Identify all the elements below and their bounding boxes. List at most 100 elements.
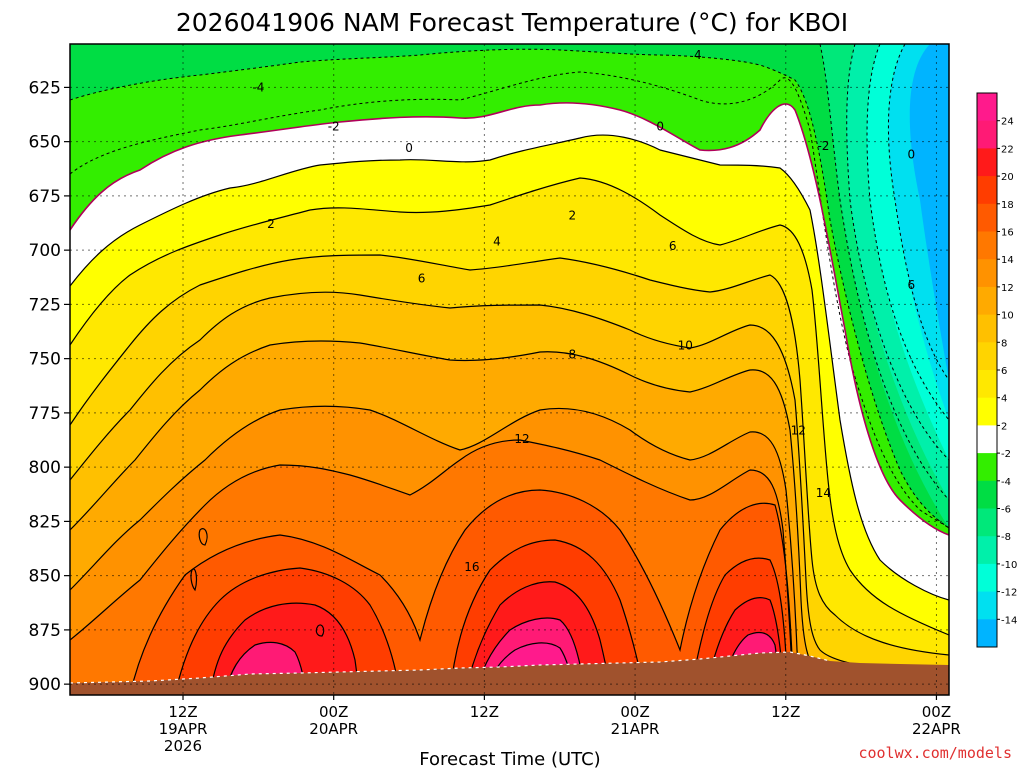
y-tick-label: 850 xyxy=(29,567,61,587)
colorbar-label: -4 xyxy=(1001,477,1011,488)
colorbar-label: 14 xyxy=(1001,255,1014,266)
colorbar-swatch xyxy=(977,231,997,260)
contour-14 xyxy=(70,439,807,695)
x-tick-label: 12Z xyxy=(771,703,800,721)
contour-20 xyxy=(209,581,785,695)
x-axis-label: Forecast Time (UTC) xyxy=(419,749,600,768)
contour-label: 2 xyxy=(267,217,275,231)
colorbar-label: 6 xyxy=(1001,366,1007,377)
colorbar-label: 20 xyxy=(1001,172,1014,183)
x-tick-label: 19APR xyxy=(159,720,208,738)
contour-8 xyxy=(70,291,949,676)
y-tick-label: 675 xyxy=(29,187,61,207)
x-tick-label: 21APR xyxy=(611,720,660,738)
colorbar-swatch xyxy=(977,93,997,122)
contour-label: 0 xyxy=(405,141,413,155)
contour-label: 12 xyxy=(514,432,529,446)
colorbar-swatch xyxy=(977,425,997,454)
colorbar-swatch xyxy=(977,397,997,426)
contour-minus4 xyxy=(70,48,949,529)
credit-text: coolwx.com/models xyxy=(858,744,1012,762)
colorbar-swatch xyxy=(977,286,997,316)
colorbar-swatch xyxy=(977,176,997,205)
terrain xyxy=(70,652,949,695)
colorbar-swatch xyxy=(977,314,997,343)
contour-label: 0 xyxy=(908,148,916,162)
contour-label: 12 xyxy=(791,423,806,437)
contour-label: 14 xyxy=(816,486,831,500)
contour-label: 2 xyxy=(568,208,576,222)
contour-label: 6 xyxy=(669,239,677,253)
contour-label: -4 xyxy=(252,80,264,94)
x-tick-label: 00Z xyxy=(319,703,348,721)
contour-minus2 xyxy=(70,71,949,529)
colorbar-swatch xyxy=(977,370,997,399)
y-tick-label: 900 xyxy=(29,675,61,695)
colorbar-label: 10 xyxy=(1001,311,1014,322)
colorbar-swatch xyxy=(977,203,997,232)
contour-label: 16 xyxy=(464,560,479,574)
colorbar-label: -6 xyxy=(1001,505,1011,516)
contour-label: 4 xyxy=(694,48,702,62)
y-tick-label: 775 xyxy=(29,404,61,424)
colorbar-swatch xyxy=(977,591,997,620)
contour-labels: 4-4-20-200224666108121214162 xyxy=(252,48,916,574)
colorbar-swatch xyxy=(977,563,997,593)
plot-frame xyxy=(69,43,950,696)
colorbar-label: -14 xyxy=(1001,615,1017,626)
contour-label: 4 xyxy=(493,234,501,248)
y-tick-label: 825 xyxy=(29,512,61,532)
contour-4 xyxy=(70,177,949,636)
colorbar-label: 24 xyxy=(1001,117,1014,128)
colorbar-swatch xyxy=(977,148,997,177)
contour-2 xyxy=(70,134,949,601)
colorbar-label: 4 xyxy=(1001,394,1007,405)
colorbar-label: 18 xyxy=(1001,200,1014,211)
contour-label: 10 xyxy=(678,339,693,353)
contour-minus12 xyxy=(887,44,949,381)
contour-label: 8 xyxy=(568,347,576,361)
x-tick-label: 20APR xyxy=(309,720,358,738)
colorbar-label: -12 xyxy=(1001,588,1017,599)
contour-label: 6 xyxy=(908,278,916,292)
colorbar-swatch xyxy=(977,120,997,149)
band-22 xyxy=(225,618,781,695)
y-tick-label: 725 xyxy=(29,295,61,315)
contour-label: -2 xyxy=(328,119,340,133)
colorbar-swatch xyxy=(977,508,997,537)
contour-10 xyxy=(70,340,949,691)
colorbar-label: -2 xyxy=(1001,449,1011,460)
x-tick-label: 00Z xyxy=(620,703,649,721)
y-axis: 625 650 675 700 725 750 775 800 825 850 875 900 xyxy=(29,78,70,695)
y-tick-label: 650 xyxy=(29,133,61,153)
grid-lines xyxy=(70,44,949,695)
colorbar-swatch xyxy=(977,480,997,509)
colorbar-label: 2 xyxy=(1001,421,1007,432)
colorbar-label: 22 xyxy=(1001,144,1014,155)
colorbar-label: 12 xyxy=(1001,283,1014,294)
colorbar-swatch xyxy=(977,342,997,371)
contour-0 xyxy=(70,102,949,536)
x-tick-label: 12Z xyxy=(168,703,197,721)
y-tick-label: 875 xyxy=(29,621,61,641)
y-tick-label: 800 xyxy=(29,458,61,478)
negative-contour-lines xyxy=(70,44,949,529)
y-tick-label: 700 xyxy=(29,241,61,261)
colorbar-label: -8 xyxy=(1001,532,1011,543)
terrain-edge xyxy=(70,651,831,684)
contour-16 xyxy=(129,489,794,695)
x-tick-label: 00Z xyxy=(922,703,951,721)
y-tick-label: 625 xyxy=(29,78,61,98)
contour-label: 0 xyxy=(656,119,664,133)
colorbar-swatch xyxy=(977,536,997,565)
y-tick-label: 750 xyxy=(29,350,61,370)
contour-12 xyxy=(70,405,821,695)
colorbar-swatch xyxy=(977,453,997,482)
colorbar: 24 22 20 18 16 14 12 10 8 6 4 2 -2 -4 -6 -8 -10 -12 -14 xyxy=(976,92,1017,648)
contour-label: 6 xyxy=(418,271,426,285)
x-tick-label: 12Z xyxy=(470,703,499,721)
contour-6 xyxy=(70,254,949,656)
colorbar-label: 16 xyxy=(1001,228,1014,239)
